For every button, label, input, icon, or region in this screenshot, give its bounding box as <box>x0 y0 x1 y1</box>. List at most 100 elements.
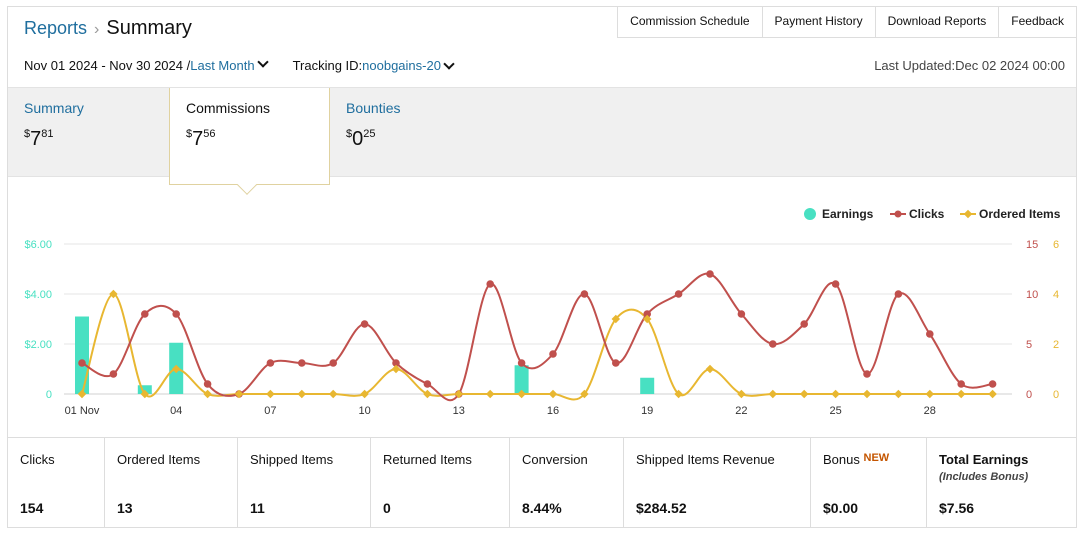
ordered-items-point <box>454 389 464 399</box>
legend-clicks-swatch <box>894 210 902 218</box>
clicks-line <box>81 272 993 402</box>
ordered-items-point <box>580 389 589 399</box>
payment-history-link[interactable]: Payment History <box>763 6 876 37</box>
ordered-items-point <box>956 389 966 399</box>
stat-label: Bonus NEW <box>823 452 890 467</box>
ordered-items-point <box>423 389 432 399</box>
tab-commissions-amount: $756 <box>186 128 216 150</box>
stat-total-earnings: Total Earnings (Includes Bonus) $7.56 <box>927 438 1076 528</box>
clicks-point <box>737 310 746 318</box>
y-right-clicks-tick-label: 10 <box>1026 289 1038 301</box>
y-right-ordered-tick-label: 4 <box>1053 289 1059 301</box>
y-right-clicks-tick-label: 15 <box>1026 239 1038 251</box>
chevron-down-icon <box>443 57 455 70</box>
ordered-items-point <box>831 389 840 399</box>
clicks-point <box>109 370 118 378</box>
clicks-point <box>549 350 557 358</box>
earnings-bar <box>640 377 655 394</box>
earnings-chart: 0 0 0 $2.00 5 2 $4.00 10 4 $6.00 15 6 01 Nov 04 07 10 13… <box>24 207 1061 417</box>
clicks-point <box>423 380 432 388</box>
stat-value: 154 <box>20 500 44 516</box>
stat-conversion: Conversion 8.44% <box>510 438 624 528</box>
clicks-point <box>517 359 526 367</box>
legend-ordered-label: Ordered Items <box>979 207 1061 221</box>
tab-summary[interactable]: Summary $781 <box>8 88 168 178</box>
legend-earnings-swatch <box>804 208 816 220</box>
last-updated: Last Updated:Dec 02 2024 00:00 <box>874 58 1065 73</box>
tab-summary-title: Summary <box>24 100 84 116</box>
ordered-items-point <box>548 389 558 399</box>
stat-value: 11 <box>250 500 265 516</box>
period-dropdown[interactable]: Last Month <box>190 56 270 73</box>
legend-clicks-label: Clicks <box>909 207 945 221</box>
earnings-bar <box>514 365 529 394</box>
clicks-point <box>863 370 871 378</box>
clicks-point <box>392 359 400 367</box>
ordered-items-point <box>925 389 935 399</box>
ordered-items-point <box>109 289 118 299</box>
stat-shipped-items-revenue: Shipped Items Revenue $284.52 <box>624 438 811 528</box>
y-right-ordered-tick-label: 0 <box>1053 389 1059 401</box>
tracking-id-dropdown[interactable]: Tracking ID: noobgains-20 <box>292 57 457 73</box>
clicks-point <box>988 380 997 388</box>
ordered-items-point <box>894 389 903 399</box>
ordered-items-point <box>705 364 715 374</box>
clicks-point <box>957 380 965 388</box>
stat-label: Returned Items <box>383 452 472 467</box>
commission-schedule-link[interactable]: Commission Schedule <box>618 6 763 37</box>
clicks-point <box>298 359 306 367</box>
ordered-items-point <box>988 389 997 399</box>
clicks-point <box>674 290 683 298</box>
clicks-point <box>360 320 369 328</box>
reports-panel: Reports › Summary Commission Schedule Pa… <box>7 6 1077 528</box>
x-tick-label: 22 <box>735 405 747 417</box>
clicks-point <box>769 340 777 348</box>
earnings-bar <box>137 385 152 394</box>
earnings-bar <box>75 316 89 394</box>
stat-label: Clicks <box>20 452 55 467</box>
ordered-items-point <box>297 389 307 399</box>
feedback-link[interactable]: Feedback <box>999 6 1077 37</box>
y-left-tick-label: 0 <box>46 389 52 401</box>
clicks-point <box>894 290 903 298</box>
stat-value: 13 <box>117 500 133 516</box>
breadcrumb-reports-link[interactable]: Reports <box>24 18 88 38</box>
clicks-point <box>329 359 338 367</box>
clicks-point <box>643 310 651 318</box>
stat-shipped-items: Shipped Items 11 <box>238 438 371 528</box>
clicks-point <box>78 359 86 367</box>
clicks-point <box>831 280 840 288</box>
tab-commissions-title: Commissions <box>186 100 271 116</box>
clicks-point <box>141 310 149 318</box>
clicks-point <box>266 359 275 367</box>
ordered-items-point <box>328 389 338 399</box>
stat-label: Shipped Items Revenue <box>636 452 775 467</box>
breadcrumb-separator: › <box>94 21 100 38</box>
stat-value: $0.00 <box>823 500 859 516</box>
tab-bounties[interactable]: Bounties $025 <box>330 88 490 178</box>
ordered-items-point <box>737 389 746 399</box>
ordered-items-point <box>140 389 150 399</box>
filters-bar: Nov 01 2024 - Nov 30 2024 / Last Month T… <box>24 56 457 73</box>
ordered-items-point <box>611 314 621 324</box>
download-reports-link[interactable]: Download Reports <box>876 6 1000 37</box>
stat-label: Total Earnings <box>939 452 1029 467</box>
ordered-items-point <box>266 389 275 399</box>
stats-bar: Clicks 154 Ordered Items 13 Shipped Item… <box>8 437 1076 528</box>
summary-tabs: Summary $781 Commissions $756 Bounties $… <box>8 87 1076 195</box>
ordered-items-point <box>862 389 872 399</box>
y-left-tick-label: $6.00 <box>24 239 52 251</box>
breadcrumb: Reports › Summary <box>24 17 192 40</box>
tab-commissions[interactable]: Commissions $756 <box>169 88 330 195</box>
ordered-items-point <box>642 314 652 324</box>
top-links: Commission Schedule Payment History Down… <box>617 6 1077 38</box>
x-tick-label: 07 <box>264 405 276 417</box>
stat-label: Ordered Items <box>117 452 201 467</box>
y-right-clicks-tick-label: 0 <box>1026 389 1032 401</box>
tab-bounties-amount: $025 <box>346 128 376 150</box>
ordered-items-point <box>203 389 212 399</box>
tracking-id-label: Tracking ID: <box>292 58 363 73</box>
clicks-point <box>926 330 934 338</box>
x-tick-label: 04 <box>170 405 182 417</box>
clicks-point <box>172 310 180 318</box>
